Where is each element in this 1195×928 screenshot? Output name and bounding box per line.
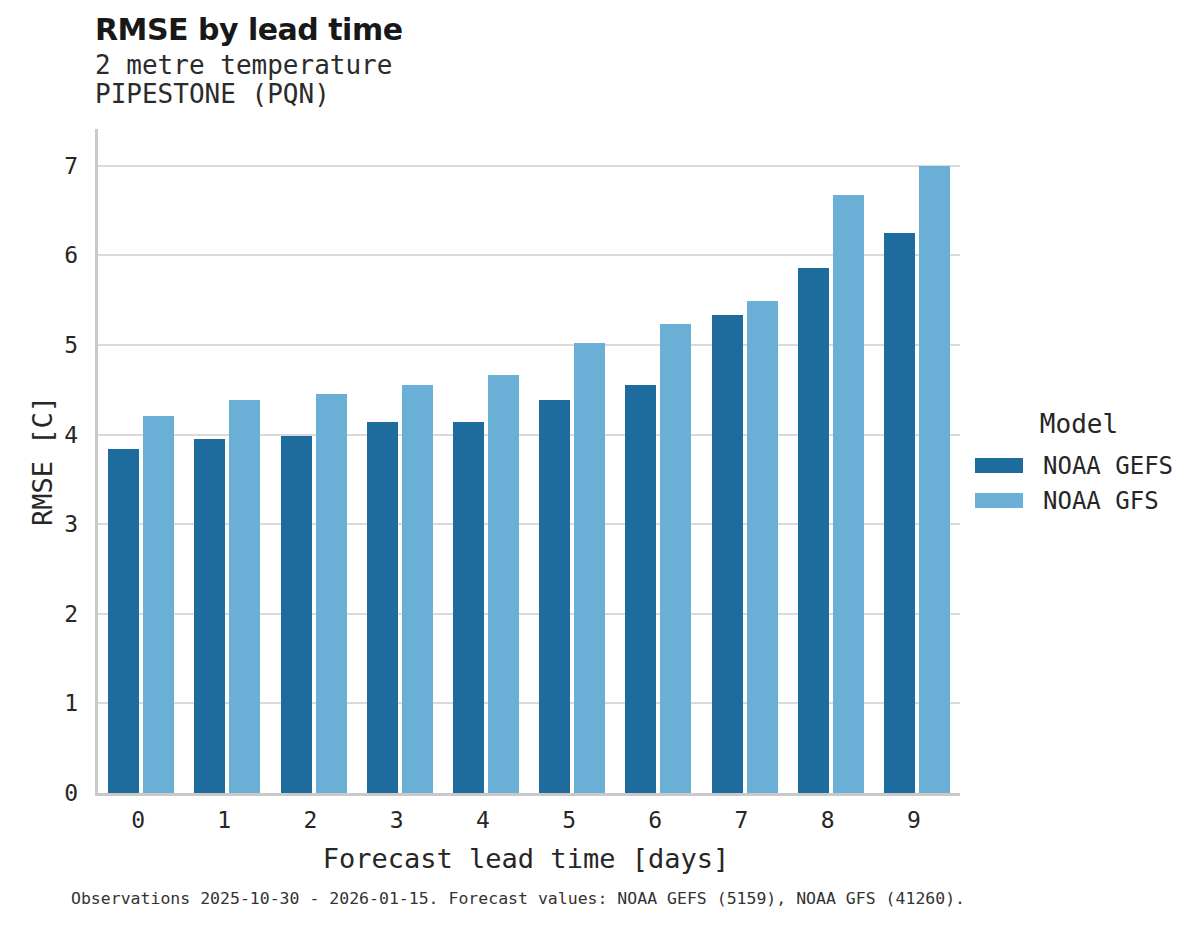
legend-label-noaa-gefs: NOAA GEFS — [1043, 452, 1173, 480]
bar-noaa-gefs-lead-1 — [194, 439, 225, 793]
bar-noaa-gfs-lead-8 — [833, 195, 864, 793]
legend-swatch-noaa-gefs — [975, 458, 1023, 473]
bar-noaa-gfs-lead-5 — [574, 343, 605, 793]
x-tick-label-1: 1 — [217, 807, 231, 833]
bar-group-lead-3 — [357, 129, 443, 793]
subtitle-variable: 2 metre temperature — [95, 51, 392, 80]
bar-noaa-gfs-lead-3 — [402, 385, 433, 793]
y-tick-label-5: 5 — [0, 330, 78, 360]
bar-group-lead-7 — [701, 129, 787, 793]
bar-noaa-gfs-lead-4 — [488, 375, 519, 793]
bar-noaa-gefs-lead-9 — [884, 233, 915, 793]
bar-noaa-gefs-lead-8 — [798, 268, 829, 793]
bar-noaa-gefs-lead-2 — [281, 436, 312, 793]
x-tick-label-6: 6 — [648, 807, 662, 833]
bar-noaa-gefs-lead-7 — [712, 315, 743, 793]
x-axis-ticks: 0 1 2 3 4 5 6 7 8 9 — [95, 807, 957, 839]
y-tick-label-0: 0 — [0, 778, 78, 808]
legend: Model NOAA GEFS NOAA GFS — [975, 409, 1183, 518]
bar-group-lead-8 — [788, 129, 874, 793]
x-tick-label-5: 5 — [562, 807, 576, 833]
bar-group-lead-4 — [443, 129, 529, 793]
bar-noaa-gefs-lead-6 — [625, 385, 656, 793]
subtitle-station: PIPESTONE (PQN) — [95, 80, 392, 109]
y-tick-label-4: 4 — [0, 420, 78, 450]
bar-group-lead-6 — [615, 129, 701, 793]
x-tick-label-7: 7 — [735, 807, 749, 833]
x-tick-label-2: 2 — [304, 807, 318, 833]
x-tick-label-9: 9 — [907, 807, 921, 833]
y-tick-label-3: 3 — [0, 509, 78, 539]
bar-noaa-gefs-lead-0 — [108, 449, 139, 793]
bar-noaa-gefs-lead-4 — [453, 422, 484, 793]
x-tick-label-4: 4 — [476, 807, 490, 833]
legend-item-noaa-gefs: NOAA GEFS — [975, 448, 1183, 483]
bar-noaa-gfs-lead-9 — [919, 166, 950, 793]
bar-noaa-gfs-lead-6 — [660, 324, 691, 793]
legend-title: Model — [975, 409, 1183, 439]
x-axis-title: Forecast lead time [days] — [95, 843, 957, 874]
legend-swatch-noaa-gfs — [975, 493, 1023, 508]
bar-group-lead-0 — [98, 129, 184, 793]
bar-group-lead-9 — [874, 129, 960, 793]
page-title: RMSE by lead time — [95, 12, 403, 47]
bar-noaa-gefs-lead-5 — [539, 400, 570, 793]
x-tick-label-8: 8 — [821, 807, 835, 833]
footer-caption: Observations 2025-10-30 - 2026-01-15. Fo… — [71, 889, 965, 908]
legend-item-noaa-gfs: NOAA GFS — [975, 483, 1183, 518]
bar-group-lead-1 — [184, 129, 270, 793]
y-tick-label-7: 7 — [0, 151, 78, 181]
bar-group-lead-5 — [529, 129, 615, 793]
plot-area — [95, 129, 960, 796]
chart-subtitle: 2 metre temperature PIPESTONE (PQN) — [95, 51, 392, 109]
bar-noaa-gfs-lead-7 — [747, 301, 778, 793]
bar-group-lead-2 — [270, 129, 356, 793]
bar-noaa-gfs-lead-0 — [143, 416, 174, 793]
bar-noaa-gfs-lead-2 — [316, 394, 347, 793]
figure: RMSE by lead time 2 metre temperature PI… — [0, 0, 1195, 928]
x-tick-label-3: 3 — [390, 807, 404, 833]
x-tick-label-0: 0 — [131, 807, 145, 833]
y-tick-label-2: 2 — [0, 599, 78, 629]
legend-label-noaa-gfs: NOAA GFS — [1043, 487, 1159, 515]
y-tick-label-6: 6 — [0, 240, 78, 270]
bar-noaa-gefs-lead-3 — [367, 422, 398, 793]
bar-noaa-gfs-lead-1 — [229, 400, 260, 793]
y-tick-label-1: 1 — [0, 688, 78, 718]
bars-layer — [98, 129, 960, 793]
y-axis-ticks: 01234567 — [0, 129, 78, 793]
legend-items: NOAA GEFS NOAA GFS — [975, 448, 1183, 518]
